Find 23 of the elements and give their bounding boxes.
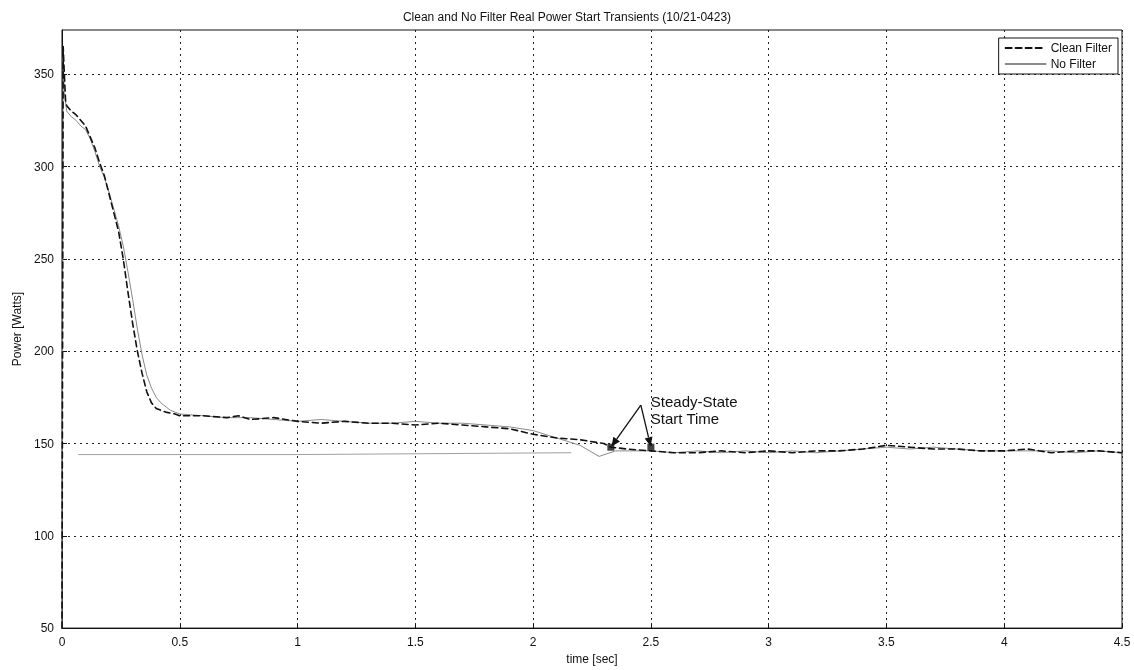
y-tick-label: 250 xyxy=(33,251,55,266)
y-tick-label: 100 xyxy=(33,528,55,543)
y-tick-label: 350 xyxy=(33,67,55,82)
y-tick-label: 50 xyxy=(40,621,55,636)
y-axis-title: Power [Watts] xyxy=(10,291,25,367)
x-tick-label: 0 xyxy=(58,635,66,650)
x-tick-label: 4 xyxy=(1000,635,1008,650)
x-tick-label: 3 xyxy=(765,635,773,650)
x-tick-label: 2.5 xyxy=(642,635,660,650)
y-tick-label: 200 xyxy=(33,344,55,359)
legend-label: No Filter xyxy=(1050,57,1096,71)
x-tick-label: 4.5 xyxy=(1113,635,1131,650)
x-axis-title: time [sec] xyxy=(566,652,618,666)
chart-title: Clean and No Filter Real Power Start Transients (10/21-0423) xyxy=(402,10,732,24)
legend-label: Clean Filter xyxy=(1050,41,1113,55)
x-tick-label: 1.5 xyxy=(406,635,424,650)
annotation: Steady-State Start Time xyxy=(650,393,738,428)
y-tick-label: 300 xyxy=(33,159,55,174)
x-tick-label: 1 xyxy=(294,635,302,650)
y-tick-label: 150 xyxy=(33,436,55,451)
x-tick-label: 3.5 xyxy=(878,635,896,650)
x-tick-label: 0.5 xyxy=(171,635,189,650)
x-tick-label: 2 xyxy=(529,635,537,650)
